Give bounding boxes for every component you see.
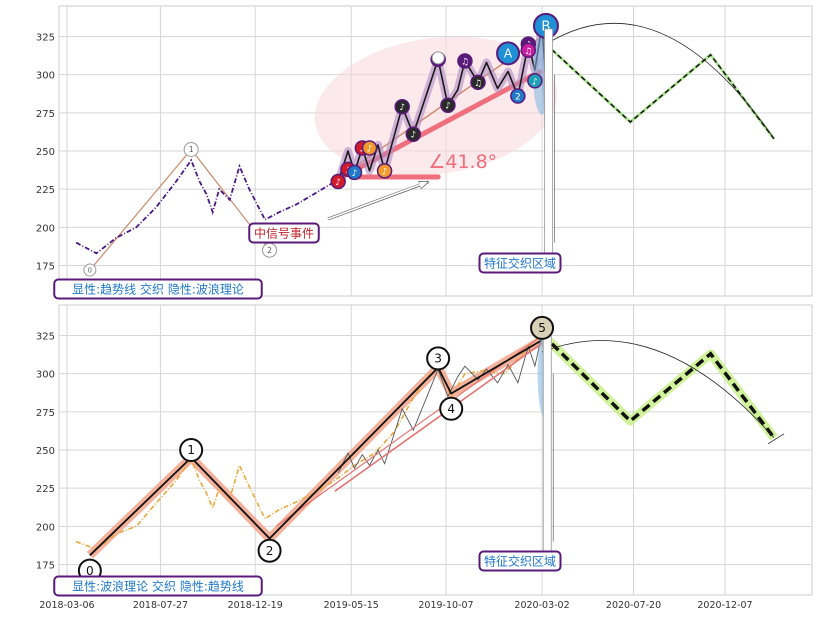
y-tick-label: 225	[36, 185, 55, 196]
y-tick-label: 300	[36, 71, 55, 82]
wave-point-A-label: A	[504, 46, 513, 60]
note-marker-glyph: ♫	[461, 57, 469, 67]
event-label-box	[248, 222, 320, 244]
note-marker	[394, 98, 410, 115]
price-series	[75, 158, 336, 255]
wave-point-A-circle	[496, 41, 521, 66]
note-marker-glyph: ♪	[382, 167, 388, 177]
note-marker-glyph: ♪	[410, 131, 416, 141]
y-tick-label: 225	[36, 484, 55, 495]
note-marker	[457, 53, 473, 69]
caption: 显性:波浪理论 交织 隐性:趋势线	[72, 579, 244, 594]
note-marker-glyph: ♪	[399, 103, 405, 113]
forecast-arc	[541, 340, 775, 439]
wave-point-B-label: B	[541, 19, 550, 34]
note-marker	[440, 97, 456, 113]
wave-path	[89, 339, 543, 556]
wave-point-1-label: 1	[187, 443, 195, 457]
y-tick-label: 325	[36, 33, 55, 44]
y-tick-label: 275	[36, 408, 55, 419]
wave-point-4-circle	[439, 396, 464, 421]
highlight-ellipse	[314, 36, 558, 176]
forecast-path	[540, 332, 776, 439]
support-line	[334, 342, 543, 492]
y-tick-label: 200	[36, 223, 55, 234]
wave-point-0-circle	[83, 263, 97, 277]
event-label: 中信号事件	[254, 226, 314, 241]
zone-label-box	[478, 550, 562, 572]
zone-label: 特征交织区域	[484, 554, 556, 569]
x-tick-label: 2018-12-19	[228, 600, 283, 611]
note-marker-glyph: ♪	[352, 169, 358, 179]
y-tick-label: 275	[36, 109, 55, 120]
wave-path	[337, 24, 550, 182]
x-tick-label: 2020-07-20	[606, 600, 661, 611]
x-tick-label: 2020-03-02	[514, 600, 569, 611]
wave-point-5-circle	[530, 315, 555, 340]
wave-point-1-circle	[183, 141, 199, 157]
note-marker	[376, 163, 393, 179]
caption-box	[53, 575, 263, 597]
y-tick-label: 175	[36, 560, 55, 571]
note-marker	[470, 74, 486, 91]
x-tick-label: 2018-07-27	[133, 600, 188, 611]
forecast-tick	[767, 433, 785, 445]
event-arrow-inner	[327, 181, 427, 220]
forecast-arc	[545, 22, 775, 140]
minor-wave	[337, 333, 543, 474]
note-marker	[405, 126, 422, 142]
note-marker	[361, 140, 378, 156]
caption: 显性:趋势线 交织 隐性:波浪理论	[72, 282, 244, 297]
y-tick-label: 175	[36, 261, 55, 272]
x-tick-label: 2019-05-15	[324, 600, 379, 611]
wave-point-2-label: 2	[267, 246, 272, 255]
wave-point-0-label: 0	[88, 266, 92, 274]
wave-point-hollow	[431, 51, 445, 65]
y-tick-label: 325	[36, 332, 55, 343]
note-marker	[330, 173, 346, 190]
y-tick-label: 200	[36, 522, 55, 533]
zone-spike	[542, 327, 552, 558]
note-marker-glyph: ♪	[445, 102, 451, 112]
top-panel: 175200225250275300325∠41.8°♪♪♪♪♪♪♪♪♫♪♫♫♪…	[36, 5, 813, 300]
note-marker-glyph: ♫	[524, 47, 532, 57]
wave-point-4-label: 4	[447, 402, 455, 416]
note-marker-glyph: ♪	[335, 178, 341, 188]
y-tick-label: 300	[36, 370, 55, 381]
zone-spike	[544, 28, 553, 259]
wave-point-0-label: 0	[86, 564, 94, 578]
wave-point-2-circle	[257, 538, 282, 563]
note-marker	[510, 88, 526, 104]
x-tick-label: 2018-03-06	[39, 600, 94, 611]
note-marker-glyph: ♪	[367, 144, 373, 154]
note-marker-glyph: 2	[515, 93, 521, 103]
caption-box	[53, 278, 263, 300]
price-series	[75, 332, 550, 551]
y-tick-label: 250	[36, 147, 55, 158]
wave-point-1-label: 1	[189, 145, 194, 154]
x-tick-label: 2020-12-07	[697, 600, 752, 611]
wave-point-2-label: 2	[266, 544, 274, 558]
note-marker-glyph: ♪	[532, 77, 538, 87]
wave-point-5-label: 5	[538, 321, 546, 335]
wave-point-3-label: 3	[434, 352, 442, 366]
note-marker	[527, 73, 543, 89]
zone-label: 特征交织区域	[484, 256, 556, 271]
trend-guide	[275, 335, 543, 527]
note-marker	[520, 42, 537, 59]
wave-point-3-circle	[426, 346, 451, 371]
x-tick-label: 2019-10-07	[418, 600, 473, 611]
y-tick-label: 250	[36, 446, 55, 457]
angle-label: ∠41.8°	[428, 151, 497, 173]
wave-point-1-circle	[179, 438, 204, 462]
forecast-path	[545, 43, 775, 140]
note-marker	[346, 164, 363, 181]
zone-label-box	[478, 252, 562, 274]
note-marker-glyph: ♫	[474, 79, 482, 89]
